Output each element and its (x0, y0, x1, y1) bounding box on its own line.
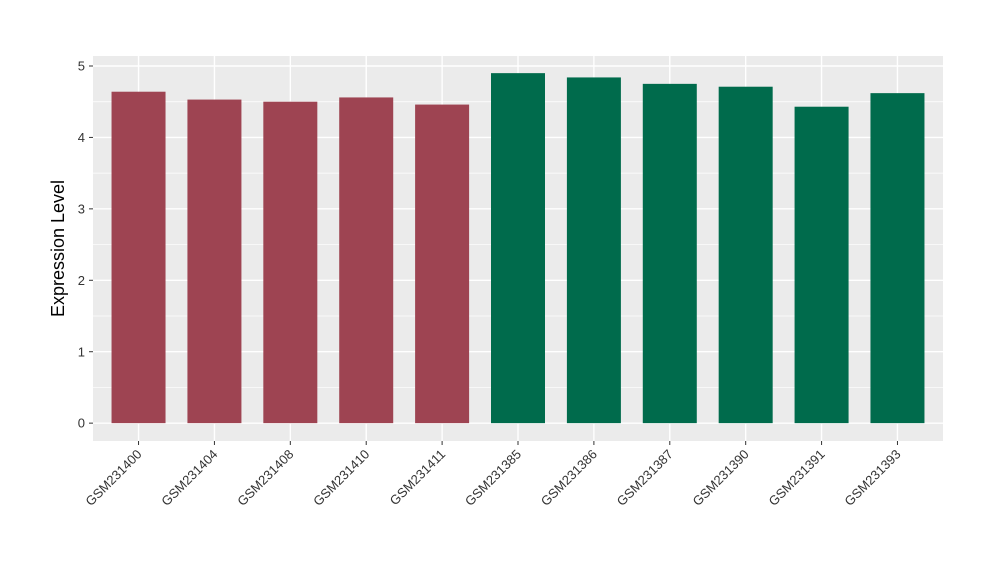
bar-gsm231400 (111, 91, 166, 424)
x-tick-label-gsm231410: GSM231410 (310, 447, 372, 509)
bar-gsm231408 (263, 101, 318, 424)
y-tick-label-0: 0 (78, 416, 85, 431)
x-tick-label-gsm231390: GSM231390 (690, 447, 752, 509)
x-tick-label-gsm231386: GSM231386 (538, 447, 600, 509)
y-axis-title: Expression Level (48, 180, 68, 317)
bar-gsm231391 (794, 106, 849, 424)
x-tick-label-gsm231411: GSM231411 (387, 447, 449, 509)
x-tick-label-gsm231385: GSM231385 (462, 447, 524, 509)
y-tick-label-3: 3 (78, 201, 85, 216)
bar-gsm231390 (718, 86, 773, 424)
x-tick-label-gsm231387: GSM231387 (614, 447, 676, 509)
bar-gsm231404 (187, 99, 242, 424)
bar-gsm231387 (642, 83, 697, 424)
x-tick-label-gsm231393: GSM231393 (841, 447, 903, 509)
x-tick-label-gsm231391: GSM231391 (765, 447, 827, 509)
bar-gsm231386 (566, 77, 621, 424)
x-tick-label-gsm231408: GSM231408 (234, 447, 296, 509)
bar-gsm231411 (415, 104, 470, 424)
x-tick-label-gsm231400: GSM231400 (82, 447, 144, 509)
bar-gsm231393 (870, 93, 925, 424)
y-tick-label-2: 2 (78, 273, 85, 288)
bar-gsm231410 (339, 97, 394, 424)
x-tick-label-gsm231404: GSM231404 (158, 447, 220, 509)
y-tick-label-5: 5 (78, 59, 85, 74)
bar-gsm231385 (491, 73, 545, 424)
y-tick-label-4: 4 (78, 130, 85, 145)
y-tick-label-1: 1 (78, 344, 85, 359)
